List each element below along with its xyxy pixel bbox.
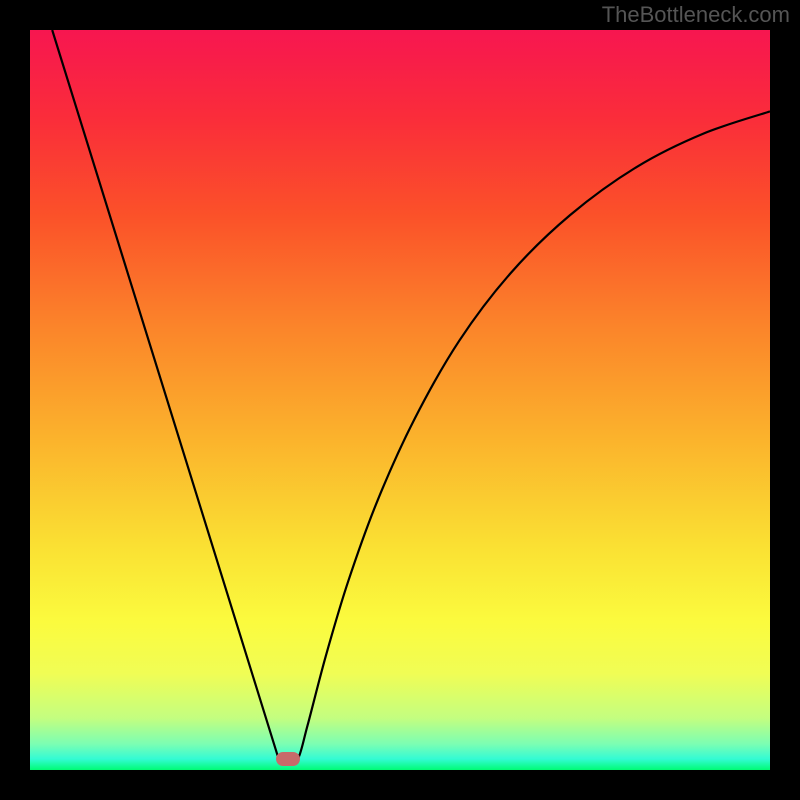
gradient-background xyxy=(30,30,770,770)
watermark-text: TheBottleneck.com xyxy=(602,2,790,28)
plot-area xyxy=(30,30,770,770)
trough-marker xyxy=(276,752,300,766)
